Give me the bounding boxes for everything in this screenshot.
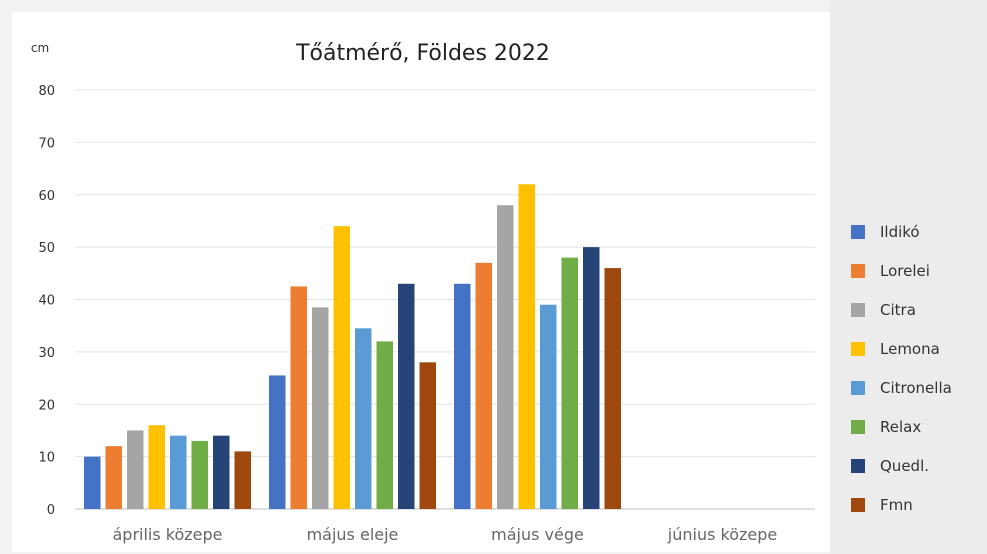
y-tick-label: 20 [38,398,55,413]
y-tick-label: 70 [38,136,55,151]
legend-swatch [851,225,865,239]
bars [84,184,621,510]
legend-label: Fmn [880,496,913,514]
legend-label: Relax [880,418,921,436]
legend: Ildikó Lorelei Citra Lemona Citronella Relax Q… [851,223,952,514]
x-axis-categories: április közepe május eleje május vége júniu… [112,525,777,544]
y-axis-unit-label: cm [31,41,49,55]
legend-item: Relax [851,418,921,436]
bar-lorelei-1 [290,286,307,509]
x-category-label: május eleje [307,525,399,544]
y-tick-label: 80 [38,84,55,99]
legend-swatch [851,420,865,434]
legend-swatch [851,498,865,512]
legend-label: Lorelei [880,262,930,280]
legend-item: Ildikó [851,223,920,241]
bar-ildik-1 [269,375,286,509]
legend-swatch [851,459,865,473]
y-tick-label: 60 [38,189,55,204]
y-tick-label: 30 [38,346,55,361]
bar-lorelei-0 [105,446,122,509]
x-category-label: június közepe [667,525,777,544]
bar-quedl-2 [583,247,600,509]
bar-citra-1 [312,307,329,509]
legend-label: Quedl. [880,457,929,475]
y-tick-label: 0 [47,503,55,518]
bar-lemona-0 [148,425,165,509]
y-axis-ticks: 0 10 20 30 40 50 60 70 80 [38,84,55,518]
bar-lorelei-2 [475,262,492,509]
bar-ildik-2 [454,283,471,509]
y-tick-label: 50 [38,241,55,256]
legend-item: Quedl. [851,457,929,475]
bar-citronella-0 [170,435,187,509]
legend-label: Lemona [880,340,940,358]
legend-swatch [851,264,865,278]
bar-citra-0 [127,430,144,509]
bar-citra-2 [497,205,514,509]
legend-swatch [851,303,865,317]
legend-swatch [851,381,865,395]
legend-item: Lemona [851,340,940,358]
legend-swatch [851,342,865,356]
bar-fmn-2 [604,268,621,509]
bar-fmn-1 [419,362,436,509]
y-tick-label: 10 [38,451,55,466]
chart-title: Tőátmérő, Földes 2022 [295,41,550,66]
bar-quedl-1 [398,283,415,509]
bar-lemona-2 [518,184,535,509]
bar-relax-2 [561,257,578,509]
legend-label: Citra [880,301,916,319]
x-category-label: április közepe [112,525,222,544]
bar-quedl-0 [213,435,230,509]
x-category-label: május vége [491,525,584,544]
bar-relax-1 [376,341,393,509]
bar-ildik-0 [84,456,101,509]
legend-label: Citronella [880,379,952,397]
bar-lemona-1 [333,226,350,510]
y-tick-label: 40 [38,294,55,309]
gridlines [75,89,815,510]
legend-label: Ildikó [880,223,920,241]
legend-item: Fmn [851,496,913,514]
bar-fmn-0 [234,451,251,509]
bar-citronella-1 [355,328,372,509]
legend-item: Lorelei [851,262,930,280]
legend-item: Citronella [851,379,952,397]
bar-citronella-2 [540,304,557,509]
bar-relax-0 [191,440,208,509]
legend-item: Citra [851,301,916,319]
